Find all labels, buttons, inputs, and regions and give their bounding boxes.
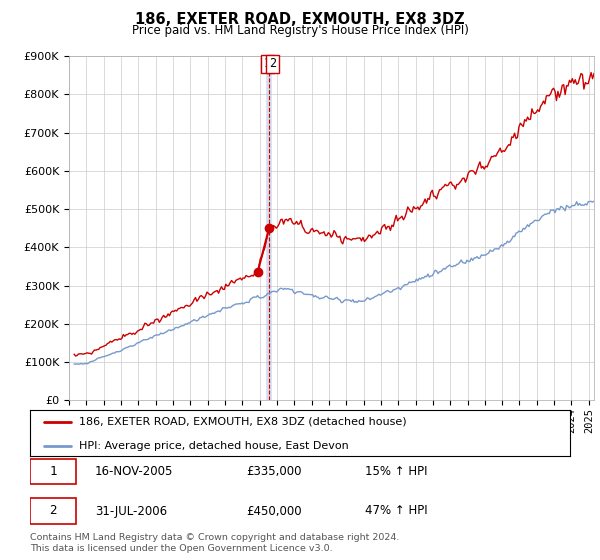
- Text: 186, EXETER ROAD, EXMOUTH, EX8 3DZ (detached house): 186, EXETER ROAD, EXMOUTH, EX8 3DZ (deta…: [79, 417, 406, 427]
- Text: 31-JUL-2006: 31-JUL-2006: [95, 505, 167, 517]
- Text: 2: 2: [269, 58, 277, 71]
- Text: 15% ↑ HPI: 15% ↑ HPI: [365, 465, 427, 478]
- Text: Contains HM Land Registry data © Crown copyright and database right 2024.
This d: Contains HM Land Registry data © Crown c…: [30, 533, 400, 553]
- FancyBboxPatch shape: [30, 459, 76, 484]
- Text: 47% ↑ HPI: 47% ↑ HPI: [365, 505, 427, 517]
- Text: 186, EXETER ROAD, EXMOUTH, EX8 3DZ: 186, EXETER ROAD, EXMOUTH, EX8 3DZ: [135, 12, 465, 27]
- FancyBboxPatch shape: [30, 498, 76, 524]
- Text: 1: 1: [264, 58, 271, 71]
- Text: £450,000: £450,000: [246, 505, 302, 517]
- Text: £335,000: £335,000: [246, 465, 302, 478]
- Text: 2: 2: [49, 505, 57, 517]
- Text: HPI: Average price, detached house, East Devon: HPI: Average price, detached house, East…: [79, 441, 349, 451]
- Text: 16-NOV-2005: 16-NOV-2005: [95, 465, 173, 478]
- Text: Price paid vs. HM Land Registry's House Price Index (HPI): Price paid vs. HM Land Registry's House …: [131, 24, 469, 37]
- Text: 1: 1: [49, 465, 57, 478]
